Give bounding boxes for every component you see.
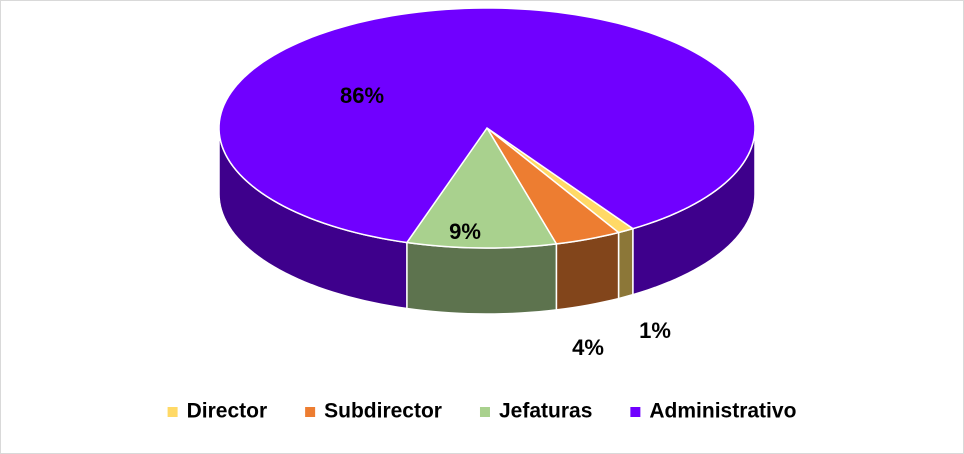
pie-slice [405, 126, 558, 249]
legend-swatch [630, 407, 641, 417]
legend-swatch [305, 407, 316, 417]
legend-swatch [167, 407, 178, 417]
data-label: 1% [639, 318, 671, 343]
data-label: 4% [572, 335, 604, 360]
legend-label: Director [187, 400, 268, 423]
data-label: 86% [340, 83, 384, 108]
legend-label: Administrativo [649, 400, 796, 423]
data-label: 9% [449, 219, 481, 244]
pie-slice [486, 127, 621, 245]
pie-side [555, 231, 620, 311]
pie-side [406, 241, 558, 315]
legend-label: Subdirector [324, 400, 442, 423]
pie-side [617, 227, 634, 300]
legend-swatch [479, 407, 490, 417]
pie-slice [218, 7, 756, 244]
legend-label: Jefaturas [499, 400, 592, 423]
